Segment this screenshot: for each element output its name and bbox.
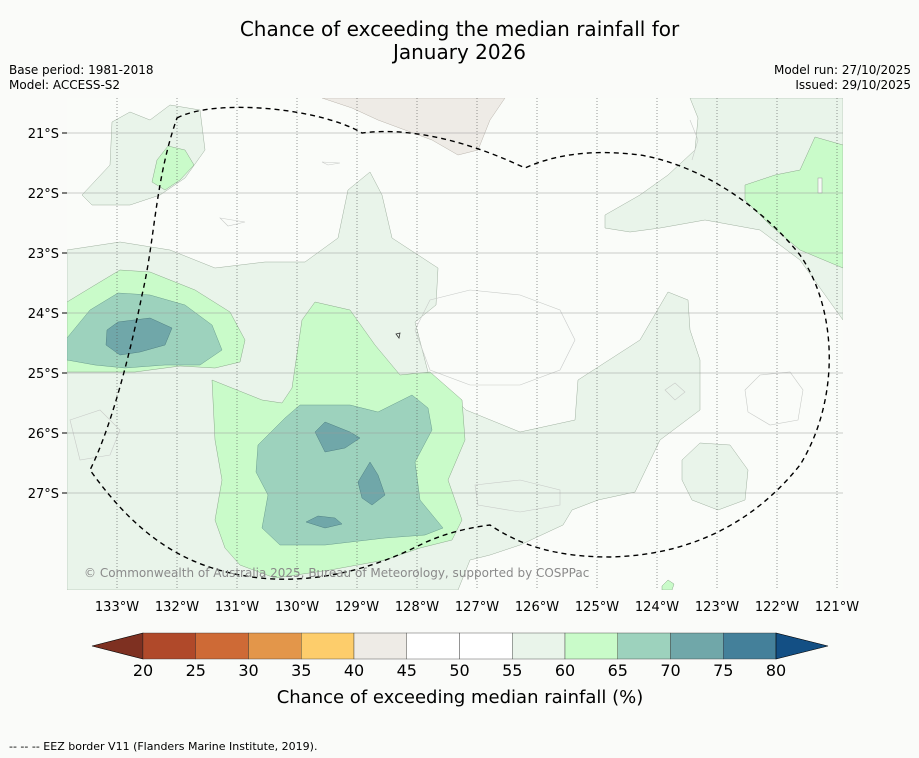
colorbar-tick-label: 25 — [186, 661, 206, 680]
contour-lines-faint — [69, 119, 804, 513]
contour-60-65-south — [661, 579, 675, 590]
model-run: Model run: 27/10/2025 — [773, 63, 911, 77]
colorbar-label: Chance of exceeding median rainfall (%) — [277, 687, 644, 708]
colorbar-swatch — [406, 632, 460, 660]
contour-70-75-central-b — [357, 461, 386, 506]
issued-date: Issued: 29/10/2025 — [795, 78, 911, 92]
colorbar-tick-label: 50 — [449, 661, 469, 680]
lon-label: 123°W — [695, 600, 739, 615]
model-name: Model: ACCESS-S2 — [9, 78, 121, 92]
contour-55-60-east — [604, 98, 843, 321]
contour-fills — [67, 98, 843, 590]
lon-label: 124°W — [635, 600, 679, 615]
contour-70-75-central-a — [314, 421, 361, 453]
contour-60-65-north — [151, 145, 195, 191]
lat-axis-labels: 21°S 22°S 23°S 24°S 25°S 26°S 27°S — [28, 127, 59, 502]
small-marker-1 — [395, 332, 401, 339]
colorbar-tick-label: 80 — [766, 661, 786, 680]
copyright-text: © Commonwealth of Australia 2025, Bureau… — [84, 566, 589, 580]
lat-label: 22°S — [28, 187, 59, 202]
lat-label: 21°S — [28, 127, 59, 142]
colorbar-tick-label: 75 — [713, 661, 733, 680]
lon-label: 126°W — [515, 600, 559, 615]
lat-label: 25°S — [28, 367, 59, 382]
lon-axis-labels: 133°W 132°W 131°W 130°W 129°W 128°W 127°… — [95, 600, 859, 615]
colorbar-swatch — [195, 632, 249, 660]
title-line-1: Chance of exceeding the median rainfall … — [239, 17, 680, 41]
map-panel: © Commonwealth of Australia 2025, Bureau… — [67, 98, 843, 590]
lat-label: 27°S — [28, 487, 59, 502]
base-period: Base period: 1981-2018 — [9, 63, 154, 77]
eez-border — [89, 106, 830, 580]
lat-label: 24°S — [28, 307, 59, 322]
graticule — [116, 98, 838, 590]
contour-70-75-central-c — [305, 515, 343, 529]
lon-label: 133°W — [95, 600, 139, 615]
colorbar-swatch — [564, 632, 618, 660]
colorbar-tick-label: 35 — [291, 661, 311, 680]
colorbar-ticks: 20 25 30 35 40 45 50 55 60 65 70 75 80 — [133, 661, 786, 680]
contour-65-70-central — [255, 394, 444, 546]
colorbar — [91, 632, 829, 660]
lat-label: 26°S — [28, 427, 59, 442]
colorbar-extend-under — [91, 632, 144, 660]
lon-label: 122°W — [755, 600, 799, 615]
contour-40-45-north — [321, 98, 506, 156]
lon-label: 121°W — [815, 600, 859, 615]
lon-label: 131°W — [215, 600, 259, 615]
colorbar-swatch — [142, 632, 196, 660]
contour-60-65-east — [744, 136, 843, 269]
lon-label: 129°W — [335, 600, 379, 615]
colorbar-tick-label: 55 — [502, 661, 522, 680]
lon-label: 128°W — [395, 600, 439, 615]
graticule-lat — [67, 132, 843, 494]
colorbar-tick-label: 30 — [238, 661, 258, 680]
colorbar-swatch — [301, 632, 355, 660]
lon-label: 125°W — [575, 600, 619, 615]
colorbar-swatch — [723, 632, 777, 660]
colorbar-swatch — [459, 632, 513, 660]
small-marker-2 — [817, 177, 823, 194]
map-title: Chance of exceeding the median rainfall … — [0, 18, 919, 64]
lon-label: 132°W — [155, 600, 199, 615]
colorbar-tick-label: 20 — [133, 661, 153, 680]
lon-label: 130°W — [275, 600, 319, 615]
eez-legend-caption: -- -- -- EEZ border V11 (Flanders Marine… — [9, 740, 318, 753]
lat-ticks — [62, 132, 67, 494]
lon-label: 127°W — [455, 600, 499, 615]
colorbar-tick-label: 40 — [344, 661, 364, 680]
contour-70-75-west — [105, 317, 173, 356]
colorbar-swatch — [670, 632, 724, 660]
title-line-2: January 2026 — [392, 40, 527, 64]
colorbar-swatch — [512, 632, 566, 660]
lat-label: 23°S — [28, 247, 59, 262]
colorbar-tick-label: 65 — [608, 661, 628, 680]
colorbar-extend-over — [775, 632, 829, 660]
colorbar-tick-label: 45 — [397, 661, 417, 680]
colorbar-swatch — [248, 632, 302, 660]
colorbar-swatch — [353, 632, 407, 660]
colorbar-tick-label: 60 — [555, 661, 575, 680]
run-info: Model run: 27/10/2025 Issued: 29/10/2025 — [774, 63, 911, 93]
colorbar-swatch — [617, 632, 671, 660]
colorbar-tick-label: 70 — [660, 661, 680, 680]
model-info: Base period: 1981-2018 Model: ACCESS-S2 — [9, 63, 154, 93]
